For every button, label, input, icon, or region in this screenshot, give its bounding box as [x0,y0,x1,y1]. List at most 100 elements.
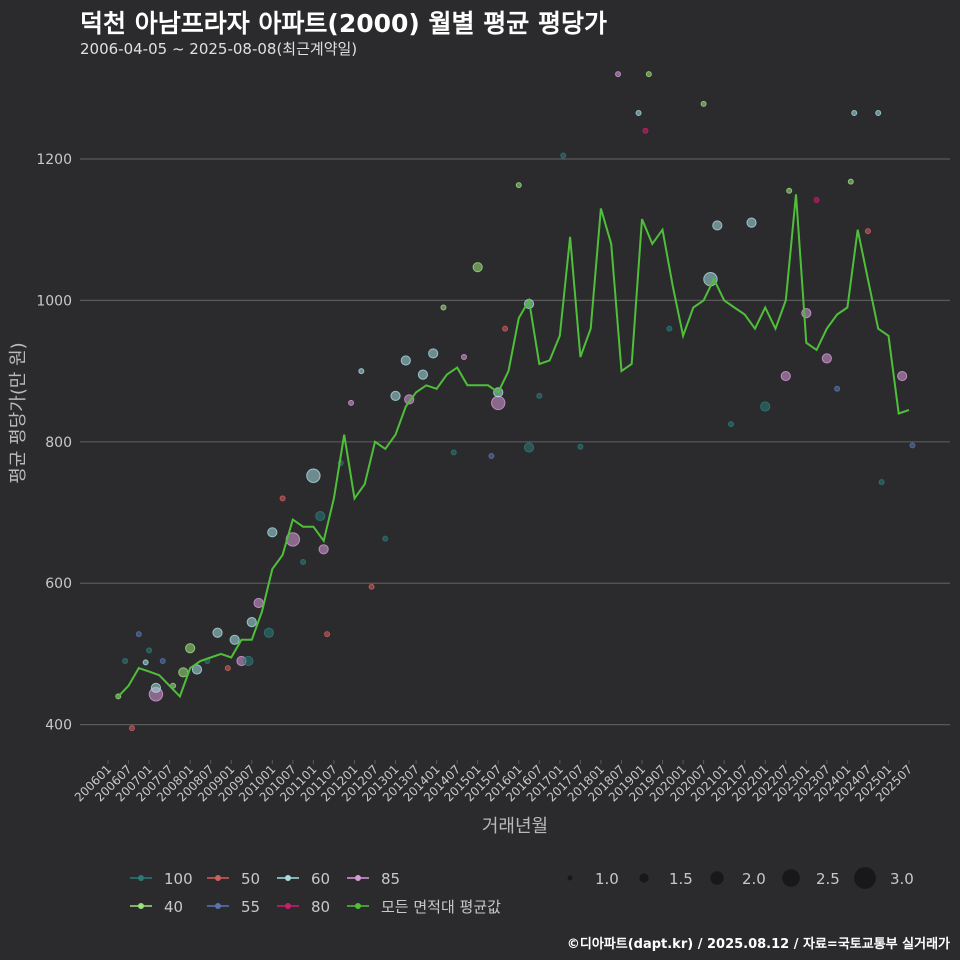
data-point [324,631,331,638]
data-point [400,355,411,366]
data-point [191,664,203,675]
legend-size-circle [782,869,800,887]
scatter-points [115,71,916,732]
y-axis-title: 평균 평당가(만 원) [8,342,29,483]
data-point [368,583,375,590]
data-point [728,421,734,428]
data-point [560,152,567,159]
data-point [348,399,355,406]
data-point [246,617,257,628]
data-point [712,220,723,231]
legend-label: 55 [241,898,260,916]
data-point [536,392,543,399]
average-line [117,194,910,699]
data-point [746,217,757,228]
legend-label: 60 [311,870,330,888]
data-point [417,369,429,380]
data-point [128,725,135,732]
legend-size-circle [639,873,649,883]
legend-size-label: 3.0 [890,870,914,888]
data-point [461,353,467,360]
data-point [212,627,223,638]
data-point [150,682,162,693]
data-point [229,634,240,645]
x-axis-title: 거래년월 [482,816,548,837]
legend-size-label: 1.5 [669,870,693,888]
data-point [502,325,509,332]
data-point [897,370,908,382]
legend-size-circle [567,875,573,881]
data-point [224,665,231,672]
data-point [315,510,326,522]
data-point [472,262,483,273]
data-point [440,304,447,311]
legend-size-circle [854,867,876,889]
data-point [909,442,916,449]
grid-lines [80,158,950,726]
data-point [813,197,820,203]
y-tick-label: 1200 [36,152,72,168]
legend-size-label: 2.0 [742,870,766,888]
data-point [515,182,522,189]
data-point [491,395,506,411]
legend-swatch-dot [215,875,221,881]
data-point [700,100,707,107]
y-tick-label: 1000 [36,293,72,309]
legend-label: 80 [311,898,330,916]
data-point [263,627,274,638]
data-point [267,527,278,538]
data-point [450,449,457,456]
data-point [523,442,535,453]
data-point [358,368,365,375]
data-point [390,390,401,401]
chart-title: 덕천 아남프라자 아파트(2000) 월별 평균 평당가 [80,9,607,38]
data-point [122,658,129,665]
data-point [159,658,166,665]
data-point [786,187,793,194]
data-point [279,495,286,502]
data-point [642,127,649,134]
legend-swatch-dot [285,903,291,909]
legend-swatch-dot [138,903,144,909]
legend-color: 100 50 60 85 40 55 80 모든 면적대 평균값 [130,870,501,916]
data-point [253,597,264,609]
data-point [135,631,142,638]
data-point [306,468,321,483]
legend-swatch-dot [215,903,221,909]
average-line-layer [117,194,910,699]
legend-size-circle [710,871,724,885]
data-point [577,443,584,450]
legend-label: 40 [164,898,183,916]
data-point [780,370,791,382]
x-axis: 2006012006072007012007072008012008072009… [72,760,915,805]
data-point [382,535,389,542]
legend-label: 50 [241,870,260,888]
data-point [146,647,153,654]
data-point [645,71,652,78]
y-tick-label: 800 [45,435,72,451]
data-point [142,659,149,666]
data-point [635,110,642,117]
legend-swatch-dot [138,875,144,881]
data-point [243,655,254,667]
data-point [834,385,841,392]
legend-label: 85 [381,870,400,888]
legend-swatch-dot [355,875,361,881]
data-point [318,544,329,555]
data-point [875,110,882,117]
data-point [851,110,858,117]
legend-label: 100 [164,870,193,888]
data-point [864,228,871,235]
data-point [666,325,673,332]
data-point [300,559,307,566]
data-point [428,348,439,359]
legend-label: 모든 면적대 평균값 [381,898,501,916]
data-point [878,479,885,486]
legend-swatch-dot [355,903,361,909]
legend-size-label: 1.0 [595,870,619,888]
chart-subtitle: 2006-04-05 ~ 2025-08-08(최근계약일) [80,40,358,58]
legend-size-label: 2.5 [816,870,840,888]
source-caption: ©디아파트(dapt.kr) / 2025.08.12 / 자료=국토교통부 실… [566,937,950,952]
y-axis: 400 600 800 1000 1200 [36,152,72,734]
